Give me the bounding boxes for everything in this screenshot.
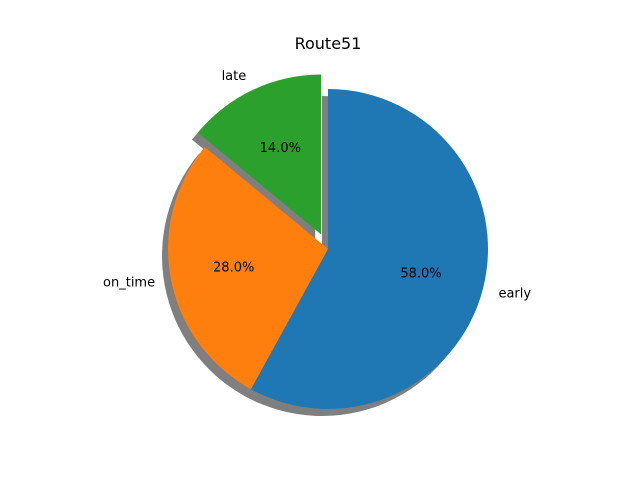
slice-on-time — [167, 147, 328, 390]
category-label-early: early — [498, 286, 531, 301]
slice-layer — [167, 74, 488, 410]
category-label-late: late — [222, 69, 247, 84]
category-label-on-time: on_time — [103, 275, 155, 290]
slice-early — [250, 89, 488, 410]
chart-title: Route51 — [295, 34, 362, 53]
percent-label-late: 14.0% — [260, 141, 301, 156]
percent-label-on-time: 28.0% — [213, 260, 254, 275]
slice-late — [197, 74, 322, 235]
label-layer: 58.0% early 28.0% on_time 14.0% late — [103, 69, 531, 301]
percent-label-early: 58.0% — [400, 266, 441, 281]
